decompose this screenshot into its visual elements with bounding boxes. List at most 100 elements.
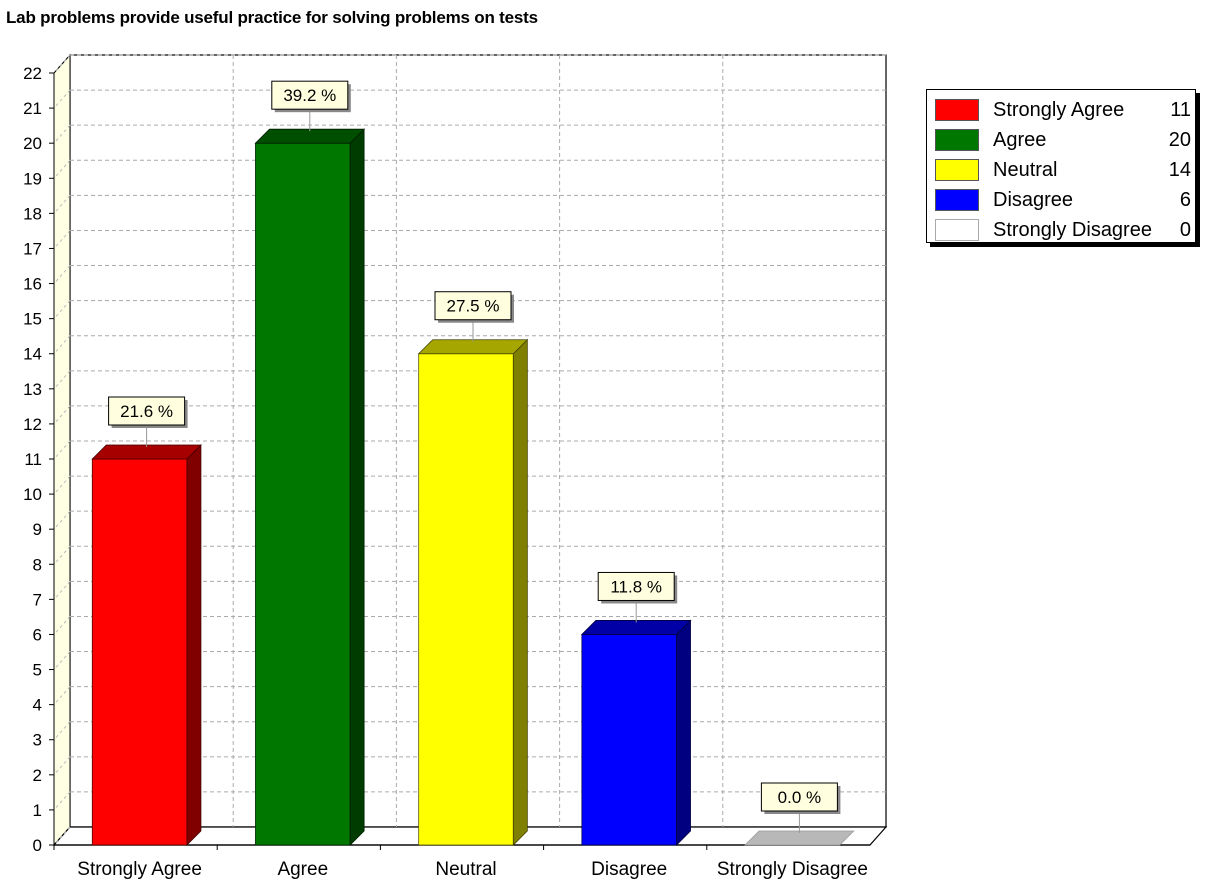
data-label: 11.8 % bbox=[597, 571, 678, 623]
legend-label: Neutral bbox=[993, 158, 1058, 181]
data-label-text: 21.6 % bbox=[120, 402, 173, 421]
y-tick-label: 9 bbox=[33, 520, 42, 539]
data-label-text: 27.5 % bbox=[447, 297, 500, 316]
grid-line-side bbox=[53, 230, 71, 249]
bar-side bbox=[349, 128, 365, 846]
grid-line-side bbox=[53, 475, 71, 495]
data-label: 39.2 % bbox=[271, 80, 351, 132]
y-tick-label: 16 bbox=[23, 275, 42, 294]
data-label-box bbox=[434, 291, 512, 321]
grid-line-side bbox=[53, 54, 71, 74]
y-tick-label: 14 bbox=[23, 345, 42, 364]
bar-top bbox=[91, 444, 202, 460]
legend-swatch bbox=[935, 129, 979, 151]
data-label: 0.0 % bbox=[760, 782, 841, 833]
y-tick-label: 2 bbox=[33, 766, 42, 785]
legend-label: Disagree bbox=[993, 188, 1074, 211]
bar bbox=[91, 444, 202, 846]
grid-line-side bbox=[53, 686, 71, 705]
chart-bars bbox=[91, 128, 855, 846]
bar-front bbox=[418, 353, 514, 846]
grid-line-side bbox=[53, 651, 71, 670]
legend-value: 20 bbox=[1168, 128, 1191, 151]
y-tick-label: 8 bbox=[33, 555, 42, 574]
grid-line-side bbox=[53, 300, 71, 319]
y-tick-label: 12 bbox=[23, 415, 42, 434]
legend-swatch bbox=[935, 99, 979, 121]
bar-side bbox=[512, 338, 528, 846]
grid-line-side bbox=[53, 370, 71, 390]
grid-line-side bbox=[53, 195, 71, 214]
chart-legend: Strongly Agree 11 Agree 20 Neutral 14 Di… bbox=[926, 89, 1196, 243]
chart-data-labels: 21.6 % 39.2 % 27.5 % 11.8 % 0.0 % bbox=[108, 80, 841, 833]
y-tick-label: 0 bbox=[33, 836, 42, 855]
bar-front bbox=[255, 142, 351, 846]
legend-label: Strongly Agree bbox=[993, 98, 1125, 121]
x-tick-label: Agree bbox=[277, 859, 328, 880]
legend-value: 0 bbox=[1179, 218, 1191, 241]
grid-line-side bbox=[53, 756, 71, 776]
bar bbox=[254, 128, 366, 846]
y-tick-label: 15 bbox=[23, 310, 42, 329]
y-tick-label: 10 bbox=[23, 485, 42, 504]
data-label: 27.5 % bbox=[434, 291, 514, 342]
y-tick-label: 13 bbox=[23, 380, 42, 399]
legend-swatch bbox=[935, 219, 979, 241]
x-tick-label: Neutral bbox=[435, 859, 496, 880]
y-tick-label: 4 bbox=[33, 696, 42, 715]
data-label-box bbox=[597, 571, 675, 601]
grid-line-side bbox=[53, 89, 71, 109]
x-tick-label: Disagree bbox=[591, 859, 667, 880]
x-tick-label: Strongly Agree bbox=[77, 859, 202, 880]
chart-title: Lab problems provide useful practice for… bbox=[6, 8, 538, 27]
y-tick-label: 7 bbox=[33, 590, 42, 609]
grid-line-side bbox=[53, 335, 71, 355]
bar-front bbox=[91, 458, 188, 846]
chart-axes: 012345678910111213141516171819202122Stro… bbox=[23, 64, 870, 880]
legend-label: Agree bbox=[993, 128, 1047, 151]
grid-line-side bbox=[53, 265, 71, 284]
data-label-text: 11.8 % bbox=[610, 577, 662, 596]
legend-swatch bbox=[935, 159, 979, 181]
bar bbox=[744, 830, 855, 846]
legend-value: 6 bbox=[1179, 188, 1191, 211]
legend-value: 14 bbox=[1168, 158, 1191, 181]
y-tick-label: 20 bbox=[23, 134, 42, 153]
y-tick-label: 17 bbox=[23, 239, 42, 258]
grid-line-side bbox=[53, 826, 71, 846]
data-label-box bbox=[760, 782, 838, 812]
grid-line-side bbox=[53, 124, 71, 144]
y-tick-label: 19 bbox=[23, 169, 42, 188]
legend-label: Strongly Disagree bbox=[993, 218, 1152, 241]
legend-item: Strongly Agree 11 bbox=[935, 95, 1195, 125]
grid-line-side bbox=[53, 581, 71, 600]
bar-side bbox=[676, 619, 691, 846]
bar bbox=[417, 338, 529, 846]
bar-side bbox=[186, 444, 202, 846]
bar-top bbox=[744, 830, 855, 846]
bar bbox=[580, 619, 692, 846]
y-tick-label: 11 bbox=[24, 450, 42, 469]
legend-swatch bbox=[935, 189, 979, 211]
legend-value: 11 bbox=[1170, 98, 1191, 121]
legend-item: Agree 20 bbox=[935, 125, 1195, 155]
y-tick-label: 3 bbox=[33, 731, 42, 750]
grid-line-side bbox=[53, 159, 71, 179]
data-label-text: 39.2 % bbox=[283, 86, 336, 105]
y-tick-label: 5 bbox=[33, 661, 42, 680]
bar-top bbox=[580, 620, 692, 635]
legend-item: Neutral 14 bbox=[935, 155, 1195, 185]
y-tick-label: 1 bbox=[33, 801, 42, 820]
data-label-box bbox=[108, 396, 186, 426]
data-label-text: 0.0 % bbox=[778, 788, 821, 807]
legend-item: Strongly Disagree 0 bbox=[935, 215, 1195, 245]
bar-top bbox=[417, 339, 529, 355]
legend-item: Disagree 6 bbox=[935, 185, 1195, 215]
grid-line-side bbox=[53, 405, 71, 425]
bar-top bbox=[254, 128, 366, 144]
y-tick-label: 21 bbox=[23, 99, 42, 118]
y-tick-label: 22 bbox=[23, 64, 42, 83]
y-tick-label: 6 bbox=[33, 625, 42, 644]
grid-line-side bbox=[53, 545, 71, 565]
x-tick-label: Strongly Disagree bbox=[717, 859, 868, 880]
